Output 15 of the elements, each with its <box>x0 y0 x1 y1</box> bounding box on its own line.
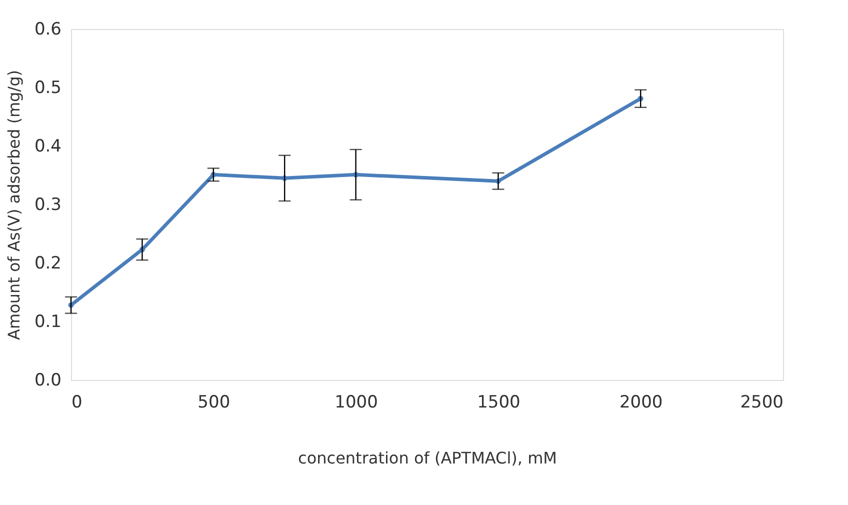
y-tick-label: 0.4 <box>34 136 62 156</box>
y-tick-label: 0.5 <box>34 78 62 98</box>
x-tick-label: 2000 <box>619 392 663 412</box>
y-axis-title: Amount of As(V) adsorbed (mg/g) <box>4 70 24 340</box>
x-tick-label: 1000 <box>334 392 378 412</box>
y-tick-label: 0.6 <box>34 20 62 40</box>
x-axis-title: concentration of (APTMACl), mM <box>298 448 557 468</box>
y-tick-label: 0.3 <box>34 195 62 215</box>
x-tick-label: 500 <box>198 392 230 412</box>
y-tick-label: 0.2 <box>34 254 62 274</box>
y-tick-label: 0.0 <box>34 370 62 390</box>
x-tick-label: 0 <box>72 392 82 412</box>
x-tick-label: 2500 <box>740 392 784 412</box>
x-tick-label: 1500 <box>477 392 520 412</box>
y-tick-label: 0.1 <box>34 312 62 332</box>
